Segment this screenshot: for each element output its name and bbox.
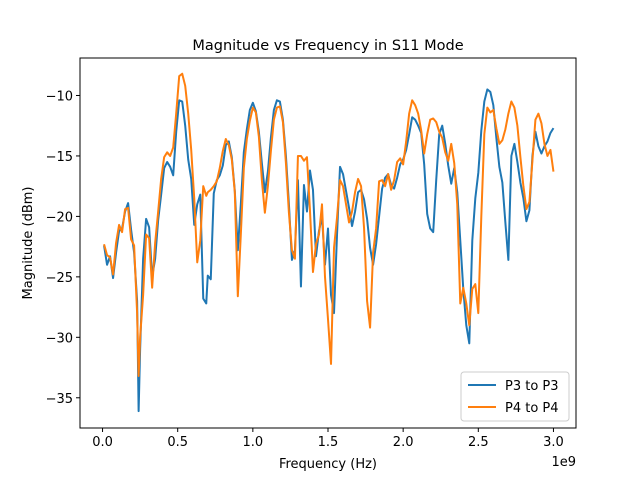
x-tick-label: 1.5 — [318, 435, 339, 450]
series-line-1 — [103, 72, 555, 378]
series-layer — [103, 72, 555, 413]
x-tick-label: 3.0 — [543, 435, 564, 450]
y-tick-label: −15 — [46, 150, 73, 165]
x-axis-label: Frequency (Hz) — [279, 457, 377, 472]
y-tick-label: −20 — [46, 210, 73, 225]
y-tick-label: −35 — [46, 392, 73, 407]
series-line-0 — [103, 88, 555, 413]
y-axis-label: Magnitude (dBm) — [21, 187, 36, 300]
x-tick-label: 1.0 — [243, 435, 264, 450]
plot-area — [103, 72, 555, 413]
y-tick-label: −10 — [46, 89, 73, 104]
y-tick-label: −25 — [46, 271, 73, 286]
x-axis-offset-label: 1e9 — [551, 455, 576, 470]
plot-frame — [79, 57, 577, 429]
x-tick-label: 0.0 — [92, 435, 113, 450]
legend: P3 to P3 P4 to P4 — [460, 371, 570, 422]
x-axis-ticks: 0.0 0.5 1.0 1.5 2.0 2.5 3.0 — [92, 428, 564, 450]
x-tick-label: 2.5 — [468, 435, 489, 450]
legend-label-1: P4 to P4 — [505, 401, 559, 416]
y-tick-label: −30 — [46, 331, 73, 346]
chart-title: Magnitude vs Frequency in S11 Mode — [192, 38, 463, 54]
x-tick-label: 2.0 — [393, 435, 414, 450]
x-tick-label: 0.5 — [167, 435, 188, 450]
y-axis-ticks: −35 −30 −25 −20 −15 −10 — [46, 89, 80, 407]
legend-label-0: P3 to P3 — [505, 379, 559, 394]
